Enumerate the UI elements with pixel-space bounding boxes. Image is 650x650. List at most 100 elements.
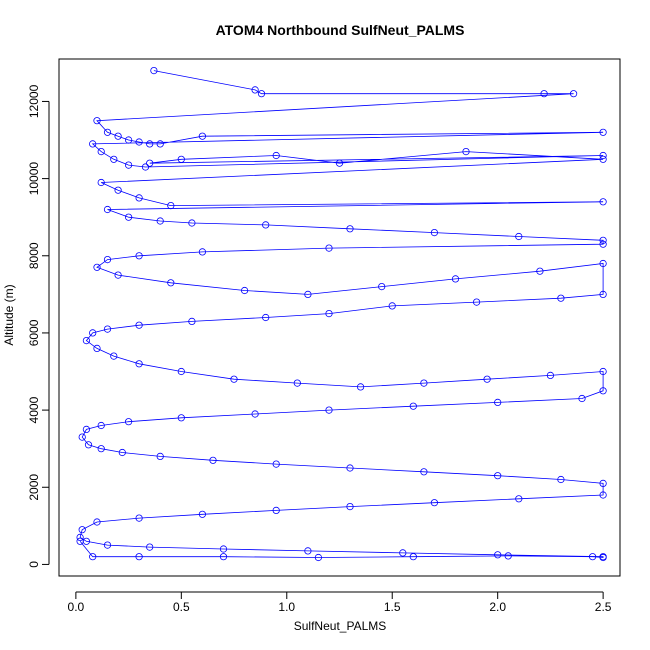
- data-point: [114, 132, 122, 140]
- data-point: [125, 418, 133, 426]
- data-point: [409, 553, 417, 561]
- y-tick-label: 12000: [27, 84, 41, 118]
- data-point: [219, 553, 228, 561]
- data-point: [599, 479, 607, 487]
- data-point: [146, 543, 154, 551]
- series-layer: [76, 67, 607, 562]
- data-point: [177, 367, 185, 376]
- data-point: [346, 225, 354, 233]
- data-point: [599, 155, 607, 163]
- data-point: [515, 495, 523, 503]
- y-tick-label: 0: [27, 561, 41, 568]
- data-point: [167, 202, 175, 210]
- data-point: [125, 213, 133, 221]
- data-point: [557, 294, 565, 302]
- x-tick-label: 0.0: [68, 600, 85, 614]
- data-point: [97, 178, 105, 187]
- data-point: [89, 140, 97, 148]
- data-point: [314, 553, 322, 562]
- data-point: [599, 491, 607, 499]
- data-point: [536, 267, 544, 275]
- data-point: [97, 445, 105, 453]
- data-point: [76, 533, 84, 542]
- data-point: [599, 290, 607, 298]
- data-point: [483, 375, 491, 383]
- data-point: [599, 553, 607, 562]
- data-point: [451, 275, 460, 283]
- data-point: [76, 537, 84, 545]
- x-tick-label: 1.5: [384, 600, 401, 614]
- data-point: [599, 387, 607, 395]
- data-point: [103, 325, 112, 333]
- chart-title: ATOM4 Northbound SulfNeut_PALMS: [216, 22, 465, 38]
- data-point: [103, 205, 112, 214]
- data-point: [346, 464, 354, 472]
- data-point: [515, 232, 523, 241]
- data-point: [272, 151, 280, 160]
- data-point: [578, 394, 586, 403]
- data-point: [135, 138, 143, 146]
- y-tick-label: 6000: [27, 319, 41, 346]
- data-point: [110, 352, 118, 360]
- data-point: [198, 248, 206, 256]
- data-point: [146, 140, 154, 148]
- data-point: [262, 313, 270, 322]
- data-point: [156, 140, 164, 148]
- x-axis: 0.0 0.5 1.0 1.5 2.0 2.5: [68, 591, 612, 614]
- data-point: [110, 155, 118, 163]
- y-tick-label: 10000: [27, 162, 41, 196]
- data-point: [494, 398, 502, 406]
- data-point: [209, 456, 217, 464]
- data-point: [430, 499, 438, 507]
- data-point: [118, 448, 126, 457]
- data-point: [599, 240, 607, 248]
- data-point: [177, 155, 185, 163]
- data-point: [569, 90, 578, 98]
- data-point: [135, 514, 143, 522]
- y-axis-label: Altitude (m): [2, 284, 16, 345]
- data-point: [420, 379, 428, 387]
- data-point: [93, 518, 101, 526]
- data-point: [125, 136, 133, 144]
- x-tick-label: 2.5: [595, 600, 612, 614]
- data-point: [257, 90, 266, 98]
- data-point: [198, 510, 206, 518]
- data-point: [135, 321, 143, 329]
- data-point: [188, 219, 196, 227]
- data-point: [219, 545, 228, 553]
- data-point: [93, 117, 101, 125]
- data-point: [114, 186, 122, 194]
- data-point: [156, 217, 164, 225]
- data-point: [430, 229, 438, 237]
- data-point: [557, 475, 565, 484]
- y-axis: 0 2000 4000 6000 8000 10000 12000: [27, 84, 50, 568]
- data-point: [546, 371, 555, 379]
- data-point: [141, 163, 150, 171]
- data-point: [103, 255, 112, 264]
- data-point: [114, 271, 122, 279]
- data-point: [378, 282, 386, 291]
- data-point: [177, 414, 185, 422]
- data-point: [494, 472, 502, 480]
- data-point: [251, 86, 259, 94]
- data-point: [356, 383, 365, 391]
- data-point: [167, 279, 175, 287]
- data-point: [325, 406, 333, 414]
- y-tick-label: 4000: [27, 396, 41, 423]
- x-axis-label: SulfNeut_PALMS: [294, 619, 387, 633]
- data-point: [599, 151, 607, 160]
- data-point: [78, 433, 86, 441]
- data-point: [599, 259, 607, 268]
- data-point: [135, 553, 143, 561]
- y-tick-label: 8000: [27, 242, 41, 269]
- data-point: [599, 198, 607, 206]
- x-tick-label: 1.0: [278, 600, 295, 614]
- data-point: [335, 159, 344, 167]
- data-point: [135, 194, 143, 202]
- data-point: [125, 161, 133, 169]
- data-point: [409, 402, 417, 410]
- data-point: [198, 132, 206, 140]
- data-point: [93, 344, 101, 352]
- data-point: [325, 244, 333, 252]
- data-point: [599, 236, 607, 244]
